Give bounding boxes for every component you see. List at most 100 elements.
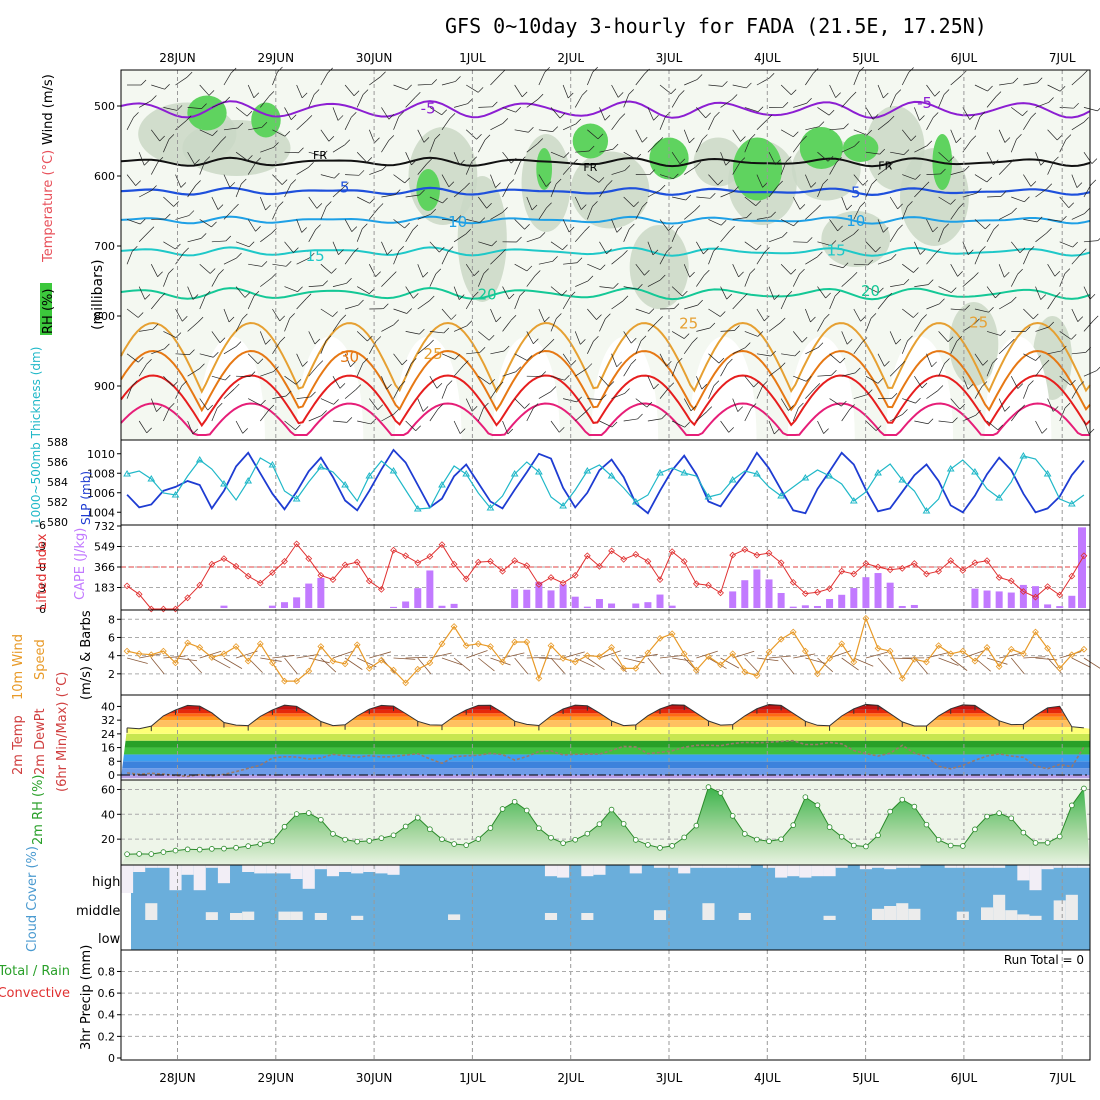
rh-marker: [269, 838, 276, 845]
wind-barb: [175, 252, 184, 265]
wind-barb-flag: [539, 232, 546, 238]
wind-barb-flag: [980, 246, 986, 252]
cloud-high-gap: [956, 865, 969, 868]
wind-barb-flag: [919, 115, 925, 121]
li-marker: [317, 572, 325, 579]
wind-barb: [780, 161, 787, 175]
wind-barb-flag: [586, 363, 593, 369]
wind-barb-flag: [393, 408, 399, 415]
temp-color-band: [121, 704, 1090, 707]
wind-barb: [865, 151, 880, 155]
wind-barb-flag: [310, 391, 316, 398]
wind-barb-flag: [247, 155, 253, 161]
wind-barb: [1083, 240, 1098, 243]
wind-barb-flag: [628, 89, 634, 95]
cloud-high-gap: [993, 865, 1006, 868]
wind-barb: [950, 398, 961, 410]
wind-barb-flag: [519, 290, 525, 297]
wind-barb-flag: [219, 337, 226, 344]
wind-barb: [1047, 398, 1054, 412]
wind-barb: [914, 420, 929, 425]
wind-barb: [599, 148, 614, 153]
wind10m-barb: [550, 657, 565, 674]
wind-barb-flag: [305, 293, 312, 299]
wind-barb: [684, 79, 698, 86]
li-marker: [426, 553, 434, 560]
wind-barb-flag: [459, 428, 466, 434]
wind-speed-marker: [959, 647, 967, 655]
wind-barb: [744, 375, 754, 388]
wind-barb: [841, 96, 852, 108]
wind-barb: [1071, 122, 1084, 131]
wind-barb-flag: [391, 271, 397, 277]
wind-barb-flag: [943, 223, 949, 230]
wind-barb: [817, 241, 832, 246]
date-label-top: 7JUL: [1049, 51, 1076, 65]
rh-marker: [863, 843, 869, 850]
wind-barb: [599, 241, 607, 255]
wind-speed-marker: [814, 670, 821, 678]
wind-barb: [405, 286, 414, 299]
wind-barb: [926, 173, 941, 175]
wind-barb-flag: [204, 156, 211, 162]
wind-barb-flag: [931, 361, 937, 368]
wind-barb: [659, 251, 667, 265]
wind-barb-flag: [510, 157, 517, 164]
cloud-high-gap: [1029, 865, 1042, 891]
wind-barb-flag: [706, 406, 713, 412]
cloud-middle-gap: [980, 907, 994, 920]
temp-color-band: [121, 740, 1090, 748]
wind-barb: [211, 274, 219, 287]
wind-barb: [720, 99, 733, 108]
wind-speed-marker: [135, 650, 143, 658]
wind-barb: [732, 129, 741, 142]
rh-marker: [172, 847, 179, 854]
rh-marker: [814, 802, 821, 809]
wind-barb: [587, 129, 599, 140]
wind-barb: [853, 308, 861, 322]
wind-barb: [429, 376, 438, 389]
wind-barb: [356, 363, 364, 377]
wind-barb-flag: [568, 226, 575, 233]
thickness-marker: [123, 470, 131, 477]
wind-barb: [1011, 107, 1023, 117]
li-marker: [910, 560, 918, 567]
precip-tick-label: 0: [108, 1052, 115, 1065]
wind-barb-flag: [710, 193, 716, 199]
li-marker: [995, 574, 1003, 581]
wind-barb: [260, 147, 274, 153]
wind-barb-flag: [415, 92, 421, 98]
wind-barb-flag: [151, 185, 157, 191]
wind-barb: [732, 264, 739, 278]
wind-barb-flag: [561, 290, 568, 296]
wind-barb-flag: [524, 224, 530, 230]
li-marker: [777, 559, 785, 567]
wind10m-barb: [332, 650, 355, 659]
wind-barb-flag: [383, 303, 389, 309]
wind-barb: [235, 420, 244, 434]
boundary-layer-dome: [394, 336, 462, 440]
wind-barb: [950, 75, 962, 86]
thickness-marker: [1019, 452, 1028, 459]
wind-barb: [1035, 152, 1042, 166]
thickness-tick-label: 584: [47, 476, 68, 489]
wind-barb: [417, 163, 427, 175]
wind-barb: [998, 343, 1010, 355]
wind-barb-flag: [370, 418, 377, 425]
wind-barb: [562, 163, 573, 175]
wind-barb: [829, 128, 844, 131]
li-marker: [450, 560, 458, 568]
wind-barb-flag: [449, 113, 456, 119]
li-marker: [499, 567, 506, 575]
thickness-marker: [292, 495, 301, 502]
wind10m-barb: [1023, 656, 1046, 659]
li-marker: [596, 562, 603, 570]
wind-barb: [938, 286, 952, 293]
wind-barb: [950, 308, 965, 311]
precip-frame: [120, 949, 1091, 1061]
wind-barb: [272, 206, 279, 220]
wind-barb-flag: [867, 259, 874, 266]
wind-tick-label: 4: [108, 650, 115, 663]
chart-title: GFS 0~10day 3-hourly for FADA (21.5E, 17…: [445, 14, 987, 38]
